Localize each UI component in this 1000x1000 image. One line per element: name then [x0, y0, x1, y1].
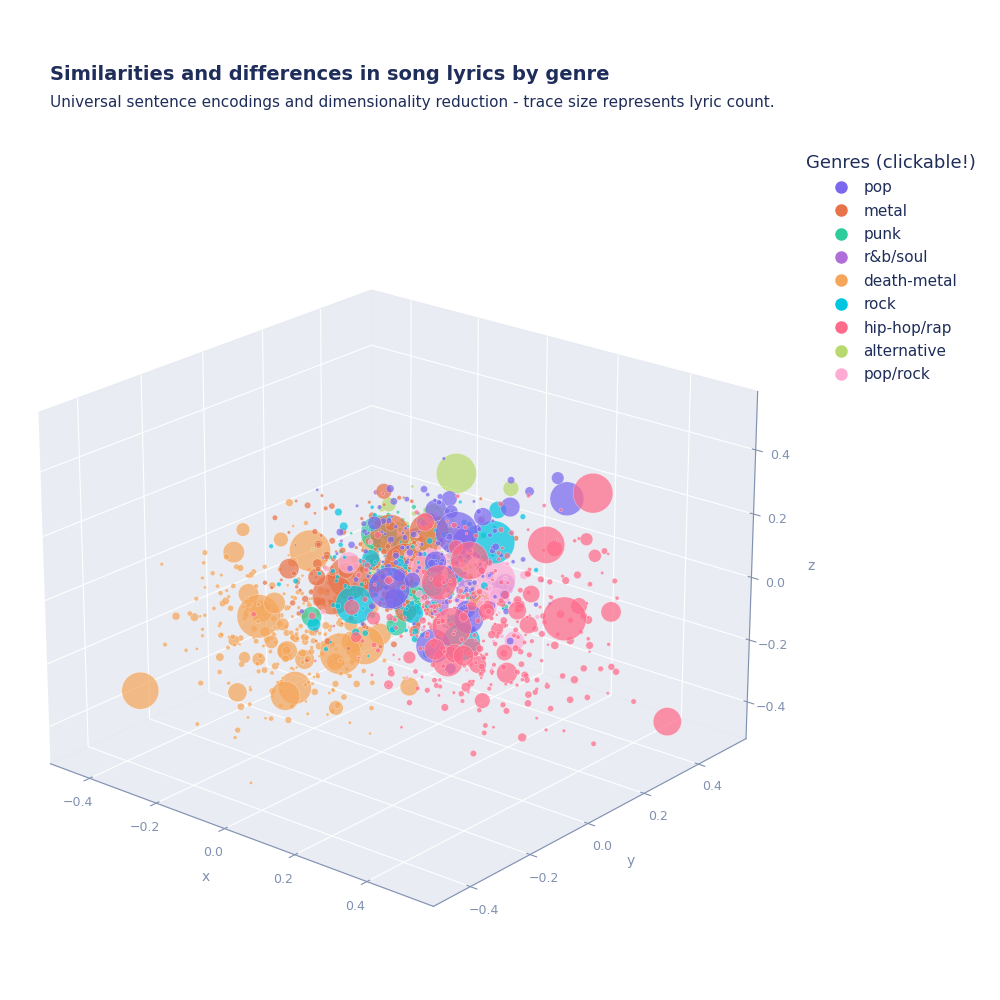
X-axis label: x: x	[202, 870, 210, 884]
Text: Similarities and differences in song lyrics by genre: Similarities and differences in song lyr…	[50, 65, 610, 84]
Y-axis label: y: y	[627, 854, 635, 868]
Text: Universal sentence encodings and dimensionality reduction - trace size represent: Universal sentence encodings and dimensi…	[50, 95, 775, 110]
Legend: pop, metal, punk, r&b/soul, death-metal, rock, hip-hop/rap, alternative, pop/roc: pop, metal, punk, r&b/soul, death-metal,…	[800, 148, 982, 388]
